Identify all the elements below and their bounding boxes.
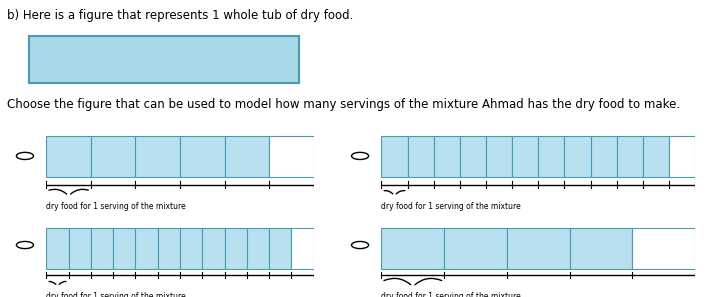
Bar — [669, 136, 695, 177]
Bar — [202, 228, 225, 269]
Bar — [225, 136, 270, 177]
Bar — [113, 228, 135, 269]
Bar — [570, 228, 632, 269]
Bar — [408, 136, 434, 177]
Bar — [381, 228, 444, 269]
Text: dry food for 1 serving of the mixture: dry food for 1 serving of the mixture — [46, 202, 186, 211]
Bar — [460, 136, 486, 177]
Bar — [270, 136, 314, 177]
Bar — [91, 136, 135, 177]
Text: Choose the figure that can be used to model how many servings of the mixture Ahm: Choose the figure that can be used to mo… — [7, 98, 680, 111]
Bar — [247, 228, 270, 269]
Bar — [270, 228, 292, 269]
Bar — [444, 228, 507, 269]
Bar — [381, 136, 408, 177]
Text: b) Here is a figure that represents 1 whole tub of dry food.: b) Here is a figure that represents 1 wh… — [7, 9, 354, 22]
Bar — [565, 136, 590, 177]
Text: dry food for 1 serving of the mixture: dry food for 1 serving of the mixture — [46, 292, 186, 297]
Bar — [68, 228, 91, 269]
Bar — [643, 136, 669, 177]
Bar — [46, 136, 91, 177]
Bar — [135, 228, 158, 269]
Bar — [507, 228, 570, 269]
Bar — [46, 228, 68, 269]
Bar — [434, 136, 460, 177]
Bar — [135, 136, 180, 177]
Bar — [538, 136, 565, 177]
Bar — [617, 136, 643, 177]
Text: dry food for 1 serving of the mixture: dry food for 1 serving of the mixture — [381, 292, 521, 297]
Bar — [632, 228, 695, 269]
Bar — [180, 136, 225, 177]
Text: dry food for 1 serving of the mixture: dry food for 1 serving of the mixture — [381, 202, 521, 211]
Bar — [486, 136, 512, 177]
Bar — [590, 136, 617, 177]
Bar — [180, 228, 202, 269]
Bar — [158, 228, 180, 269]
Bar — [225, 228, 247, 269]
Bar — [91, 228, 113, 269]
Bar — [512, 136, 538, 177]
Bar — [292, 228, 314, 269]
